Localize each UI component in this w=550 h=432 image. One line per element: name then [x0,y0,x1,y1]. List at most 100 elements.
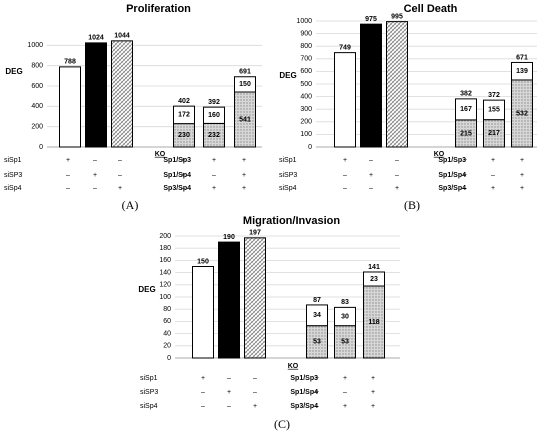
bar-segment-top [234,76,256,93]
y-tick-label: 60 [163,318,171,325]
condition-mark: + [371,389,375,396]
condition-mark: + [463,172,467,179]
condition-mark: + [93,172,97,179]
condition-mark: + [253,403,257,410]
bar-segment-top [306,304,328,327]
chart-panel-b: Cell Death DEG 0 100 200 300 400 500 600 700 800 90… [279,3,537,192]
y-tick-label: 400 [31,103,43,110]
bar-total-label: 372 [488,92,500,99]
condition-mark: – [93,157,97,164]
condition-mark: + [520,172,524,179]
condition-mark: – [315,403,319,410]
y-tick-label: 1000 [27,42,43,49]
caption-b: (B) [404,198,420,212]
ko-label: KO [434,151,445,158]
bar-segment-top [483,99,505,121]
segment-label-bottom: 541 [239,116,251,123]
segment-label-bottom: 532 [516,110,528,117]
condition-mark: – [369,157,373,164]
condition-mark: – [343,172,347,179]
y-tick-label: 80 [163,306,171,313]
bar-value-label: 749 [339,44,351,51]
condition-mark: – [227,403,231,410]
condition-mark: Sp1/Sp4 [290,389,318,396]
condition-mark: + [463,157,467,164]
segment-label-bottom: 215 [460,130,472,137]
chart-title: Cell Death [404,3,458,15]
y-tick-label: 800 [31,63,43,70]
condition-row-label: siSP3 [4,172,22,179]
segment-label-top: 167 [460,106,472,113]
y-axis-label: DEG [279,71,296,80]
y-tick-label: 0 [308,144,312,151]
condition-mark: + [371,403,375,410]
bar-value-label: 190 [223,234,235,241]
condition-mark: + [181,157,185,164]
condition-mark: – [66,185,70,192]
condition-mark: + [520,157,524,164]
condition-mark: – [343,185,347,192]
bar-value-label: 197 [249,230,261,237]
condition-mark: + [201,375,205,382]
condition-mark: + [395,185,399,192]
y-tick-label: 40 [163,330,171,337]
y-axis-label: DEG [138,285,155,294]
condition-mark: – [343,389,347,396]
segment-label-top: 150 [239,81,251,88]
condition-mark: + [242,172,246,179]
condition-row-label: siSp4 [279,185,297,192]
condition-mark: + [242,185,246,192]
bar-value-label: 975 [365,16,377,23]
condition-mark: – [227,375,231,382]
y-tick-label: 0 [39,144,43,151]
caption-a: (A) [121,198,139,212]
condition-mark: – [93,185,97,192]
condition-mark: – [118,157,122,164]
condition-mark: + [212,157,216,164]
condition-mark: – [253,389,257,396]
bar-segment-top [363,271,385,287]
condition-mark: – [491,172,495,179]
ko-label: KO [155,151,166,158]
condition-mark: + [371,375,375,382]
condition-mark: – [369,185,373,192]
condition-mark: – [66,172,70,179]
segment-label-bottom: 53 [313,339,321,346]
y-tick-label: 1000 [296,18,312,25]
y-tick-label: 140 [159,269,171,276]
condition-mark: – [201,389,205,396]
y-tick-label: 160 [159,257,171,264]
chart-panel-c: Migration/Invasion DEG 0 20 40 60 80 100 120 140 1… [138,215,400,410]
bar-total-label: 382 [460,91,472,98]
y-tick-label: 20 [163,343,171,350]
condition-mark: + [118,185,122,192]
condition-mark: – [395,172,399,179]
condition-mark: Sp3/Sp4 [290,403,318,410]
condition-mark: + [212,185,216,192]
bar [244,237,266,359]
condition-mark: + [315,375,319,382]
segment-label-top: 23 [370,276,378,283]
condition-mark: – [463,185,467,192]
y-tick-label: 0 [167,355,171,362]
bar-total-label: 141 [368,264,380,271]
segment-label-top: 160 [208,112,220,119]
condition-mark: + [181,172,185,179]
condition-mark: + [343,375,347,382]
segment-label-top: 139 [516,68,528,75]
bar-segment-top [455,98,477,121]
bar-value-label: 788 [64,59,76,66]
condition-mark: + [242,157,246,164]
condition-row-label: siSP3 [279,172,297,179]
segment-label-top: 34 [313,312,321,319]
bar [360,23,382,148]
condition-row-label: siSp1 [279,157,297,164]
bar-total-label: 87 [313,297,321,304]
y-tick-label: 900 [300,30,312,37]
condition-mark: Sp1/Sp4 [438,172,466,179]
bar-total-label: 691 [239,69,251,76]
chart-panel-a: Proliferation DEG 0 200 400 600 800 1000 788 1024… [4,3,262,192]
condition-mark: + [343,157,347,164]
bar [85,42,107,148]
segment-label-bottom: 230 [178,132,190,139]
